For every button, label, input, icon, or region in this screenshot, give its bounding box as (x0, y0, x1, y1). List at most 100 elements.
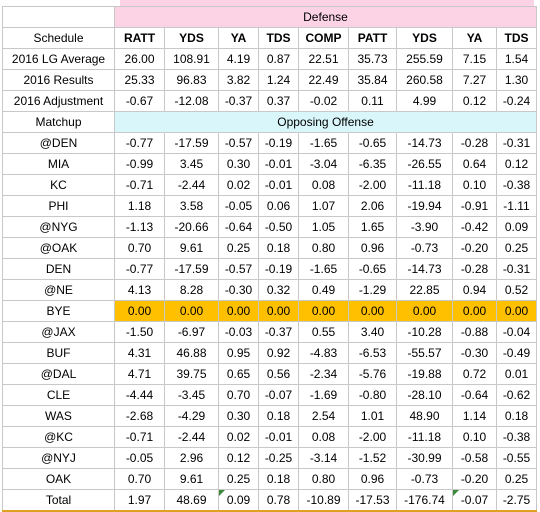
row-label-cell[interactable]: @NYG (2, 216, 115, 238)
value-cell[interactable]: -11.18 (396, 174, 453, 196)
value-cell[interactable]: 0.09 (496, 216, 537, 238)
value-cell[interactable]: -0.57 (218, 132, 259, 154)
column-header[interactable]: YDS (164, 27, 219, 49)
value-cell[interactable]: -3.45 (164, 384, 219, 406)
value-cell[interactable]: -0.77 (114, 132, 165, 154)
value-cell[interactable]: -0.28 (452, 132, 497, 154)
value-cell[interactable]: 0.00 (496, 300, 537, 322)
value-cell[interactable]: -0.42 (452, 216, 497, 238)
value-cell[interactable]: 0.06 (258, 195, 299, 217)
value-cell[interactable]: 48.69 (164, 489, 219, 512)
value-cell[interactable]: 0.00 (114, 300, 165, 322)
column-header[interactable]: RATT (114, 27, 165, 49)
value-cell[interactable]: -2.34 (298, 363, 349, 385)
value-cell[interactable]: 108.91 (164, 48, 219, 70)
value-cell[interactable]: 3.40 (348, 321, 397, 343)
value-cell[interactable]: -0.24 (496, 90, 537, 112)
value-cell[interactable]: -0.01 (258, 153, 299, 175)
column-header[interactable]: TDS (258, 27, 299, 49)
value-cell[interactable]: -12.08 (164, 90, 219, 112)
value-cell[interactable]: 0.00 (452, 300, 497, 322)
value-cell[interactable]: -0.55 (496, 447, 537, 469)
row-label-cell[interactable]: @KC (2, 426, 115, 448)
value-cell[interactable]: -2.00 (348, 426, 397, 448)
row-label-cell[interactable]: WAS (2, 405, 115, 427)
value-cell[interactable]: 0.00 (348, 300, 397, 322)
value-cell[interactable]: -0.62 (496, 384, 537, 406)
value-cell[interactable]: -0.37 (218, 90, 259, 112)
value-cell[interactable]: -176.74 (396, 489, 453, 512)
value-cell[interactable]: -0.71 (114, 426, 165, 448)
row-label-cell[interactable]: DEN (2, 258, 115, 280)
value-cell[interactable]: 1.65 (348, 216, 397, 238)
value-cell[interactable]: 1.14 (452, 405, 497, 427)
value-cell[interactable]: -20.66 (164, 216, 219, 238)
value-cell[interactable]: -1.52 (348, 447, 397, 469)
value-cell[interactable]: 3.45 (164, 153, 219, 175)
value-cell[interactable]: 0.00 (298, 300, 349, 322)
value-cell[interactable]: 0.12 (496, 153, 537, 175)
value-cell[interactable]: -3.14 (298, 447, 349, 469)
value-cell[interactable]: 0.08 (298, 426, 349, 448)
value-cell[interactable]: -10.28 (396, 321, 453, 343)
value-cell[interactable]: -26.55 (396, 153, 453, 175)
value-cell[interactable]: -0.31 (496, 132, 537, 154)
value-cell[interactable]: -0.31 (496, 258, 537, 280)
value-cell[interactable]: 1.24 (258, 69, 299, 91)
value-cell[interactable]: 0.09 (218, 489, 259, 512)
row-label-cell[interactable]: 2016 Results (2, 69, 115, 91)
value-cell[interactable]: -3.90 (396, 216, 453, 238)
row-label-cell[interactable]: 2016 Adjustment (2, 90, 115, 112)
value-cell[interactable]: -0.38 (496, 426, 537, 448)
value-cell[interactable]: -11.18 (396, 426, 453, 448)
value-cell[interactable]: -0.01 (258, 174, 299, 196)
value-cell[interactable]: -19.94 (396, 195, 453, 217)
value-cell[interactable]: 0.18 (258, 237, 299, 259)
value-cell[interactable]: -14.73 (396, 258, 453, 280)
value-cell[interactable]: -1.29 (348, 279, 397, 301)
column-header[interactable]: Schedule (2, 27, 115, 49)
value-cell[interactable]: 0.18 (258, 405, 299, 427)
value-cell[interactable]: -0.73 (396, 468, 453, 490)
value-cell[interactable]: -0.02 (298, 90, 349, 112)
value-cell[interactable]: -0.57 (218, 258, 259, 280)
value-cell[interactable]: -0.99 (114, 153, 165, 175)
value-cell[interactable]: 22.49 (298, 69, 349, 91)
value-cell[interactable]: -0.49 (496, 342, 537, 364)
value-cell[interactable]: 9.61 (164, 468, 219, 490)
value-cell[interactable]: -0.05 (218, 195, 259, 217)
value-cell[interactable]: -0.30 (218, 279, 259, 301)
value-cell[interactable]: -1.69 (298, 384, 349, 406)
value-cell[interactable]: -2.44 (164, 426, 219, 448)
value-cell[interactable]: -0.07 (452, 489, 497, 512)
value-cell[interactable]: 0.65 (218, 363, 259, 385)
value-cell[interactable]: -0.30 (452, 342, 497, 364)
value-cell[interactable]: 9.61 (164, 237, 219, 259)
column-header[interactable]: COMP (298, 27, 349, 49)
value-cell[interactable]: -0.03 (218, 321, 259, 343)
value-cell[interactable]: 48.90 (396, 405, 453, 427)
column-header[interactable]: YA (218, 27, 259, 49)
value-cell[interactable]: 0.25 (218, 468, 259, 490)
value-cell[interactable]: 0.32 (258, 279, 299, 301)
value-cell[interactable]: -0.80 (348, 384, 397, 406)
row-label-cell[interactable]: BUF (2, 342, 115, 364)
value-cell[interactable]: -28.10 (396, 384, 453, 406)
value-cell[interactable]: -2.75 (496, 489, 537, 512)
value-cell[interactable]: 0.02 (218, 174, 259, 196)
value-cell[interactable]: 260.58 (396, 69, 453, 91)
row-label-cell[interactable]: @NE (2, 279, 115, 301)
value-cell[interactable]: 0.94 (452, 279, 497, 301)
value-cell[interactable]: -0.20 (452, 468, 497, 490)
value-cell[interactable]: -14.73 (396, 132, 453, 154)
value-cell[interactable]: -17.59 (164, 258, 219, 280)
row-label-cell[interactable]: KC (2, 174, 115, 196)
value-cell[interactable]: 0.64 (452, 153, 497, 175)
value-cell[interactable]: -1.13 (114, 216, 165, 238)
value-cell[interactable]: 0.12 (218, 447, 259, 469)
value-cell[interactable]: 0.72 (452, 363, 497, 385)
row-label-cell[interactable]: PHI (2, 195, 115, 217)
value-cell[interactable]: -0.19 (258, 258, 299, 280)
row-label-cell[interactable]: CLE (2, 384, 115, 406)
value-cell[interactable]: 0.55 (298, 321, 349, 343)
